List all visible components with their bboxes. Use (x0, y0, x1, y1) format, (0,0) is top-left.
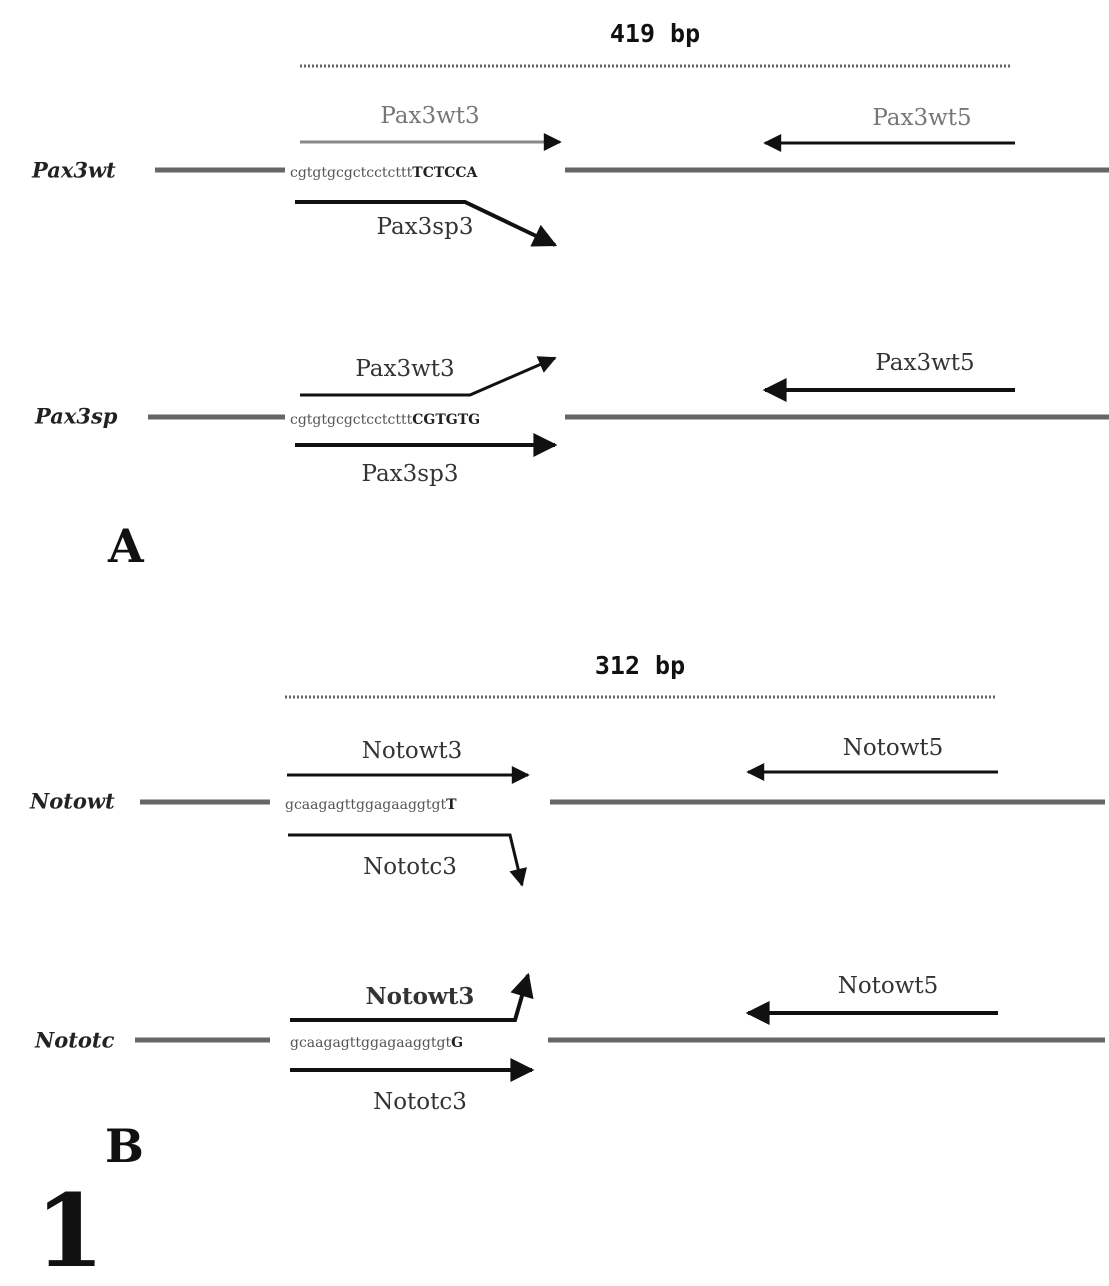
primer-label: Pax3wt5 (875, 350, 974, 376)
primer-label: Nototc3 (363, 854, 457, 880)
figure-number: 1 (35, 1172, 105, 1286)
primer-label: Pax3sp3 (362, 461, 459, 487)
primer-label: Notowt3 (366, 983, 475, 1010)
primer-label: Pax3wt3 (355, 356, 454, 382)
sequence-upper: CGTGTG (412, 412, 480, 428)
primer-label: Notowt5 (838, 973, 939, 999)
primer-label: Notowt3 (362, 738, 463, 764)
allele-label: Pax3wt (31, 158, 116, 183)
primer-arrow (288, 833, 527, 887)
primer-label: Pax3wt3 (380, 103, 479, 129)
sequence: gcaagagttggagaaggtgtT (285, 797, 457, 813)
sequence-lower: cgtgtgcgctcctcttt (290, 412, 413, 428)
sequence: cgtgtgcgctcctctttTCTCCA (290, 165, 479, 181)
primer-arrow (300, 356, 557, 397)
product-size: 419 bp (610, 19, 700, 48)
sequence-upper: G (451, 1035, 463, 1051)
product-size: 312 bp (595, 651, 685, 680)
sequence-upper: TCTCCA (412, 165, 478, 181)
allele-label: Notowt (29, 789, 115, 814)
sequence-lower: cgtgtgcgctcctcttt (290, 165, 413, 181)
allele-label: Nototc (34, 1028, 115, 1053)
panel-label: B (105, 1119, 144, 1173)
primer-label: Notowt5 (843, 735, 944, 761)
sequence-lower: gcaagagttggagaaggtgt (290, 1035, 451, 1051)
primer-arrow (290, 972, 534, 1022)
sequence-lower: gcaagagttggagaaggtgt (285, 797, 446, 813)
sequence: cgtgtgcgctcctctttCGTGTG (290, 412, 480, 428)
sequence-upper: T (446, 797, 457, 813)
sequence: gcaagagttggagaaggtgtG (290, 1035, 463, 1051)
allele-label: Pax3sp (34, 404, 118, 429)
panel-label: A (107, 519, 145, 573)
primer-arrow (295, 200, 558, 247)
primer-label: Nototc3 (373, 1089, 467, 1115)
primer-label: Pax3wt5 (872, 105, 971, 131)
primer-label: Pax3sp3 (377, 214, 474, 240)
